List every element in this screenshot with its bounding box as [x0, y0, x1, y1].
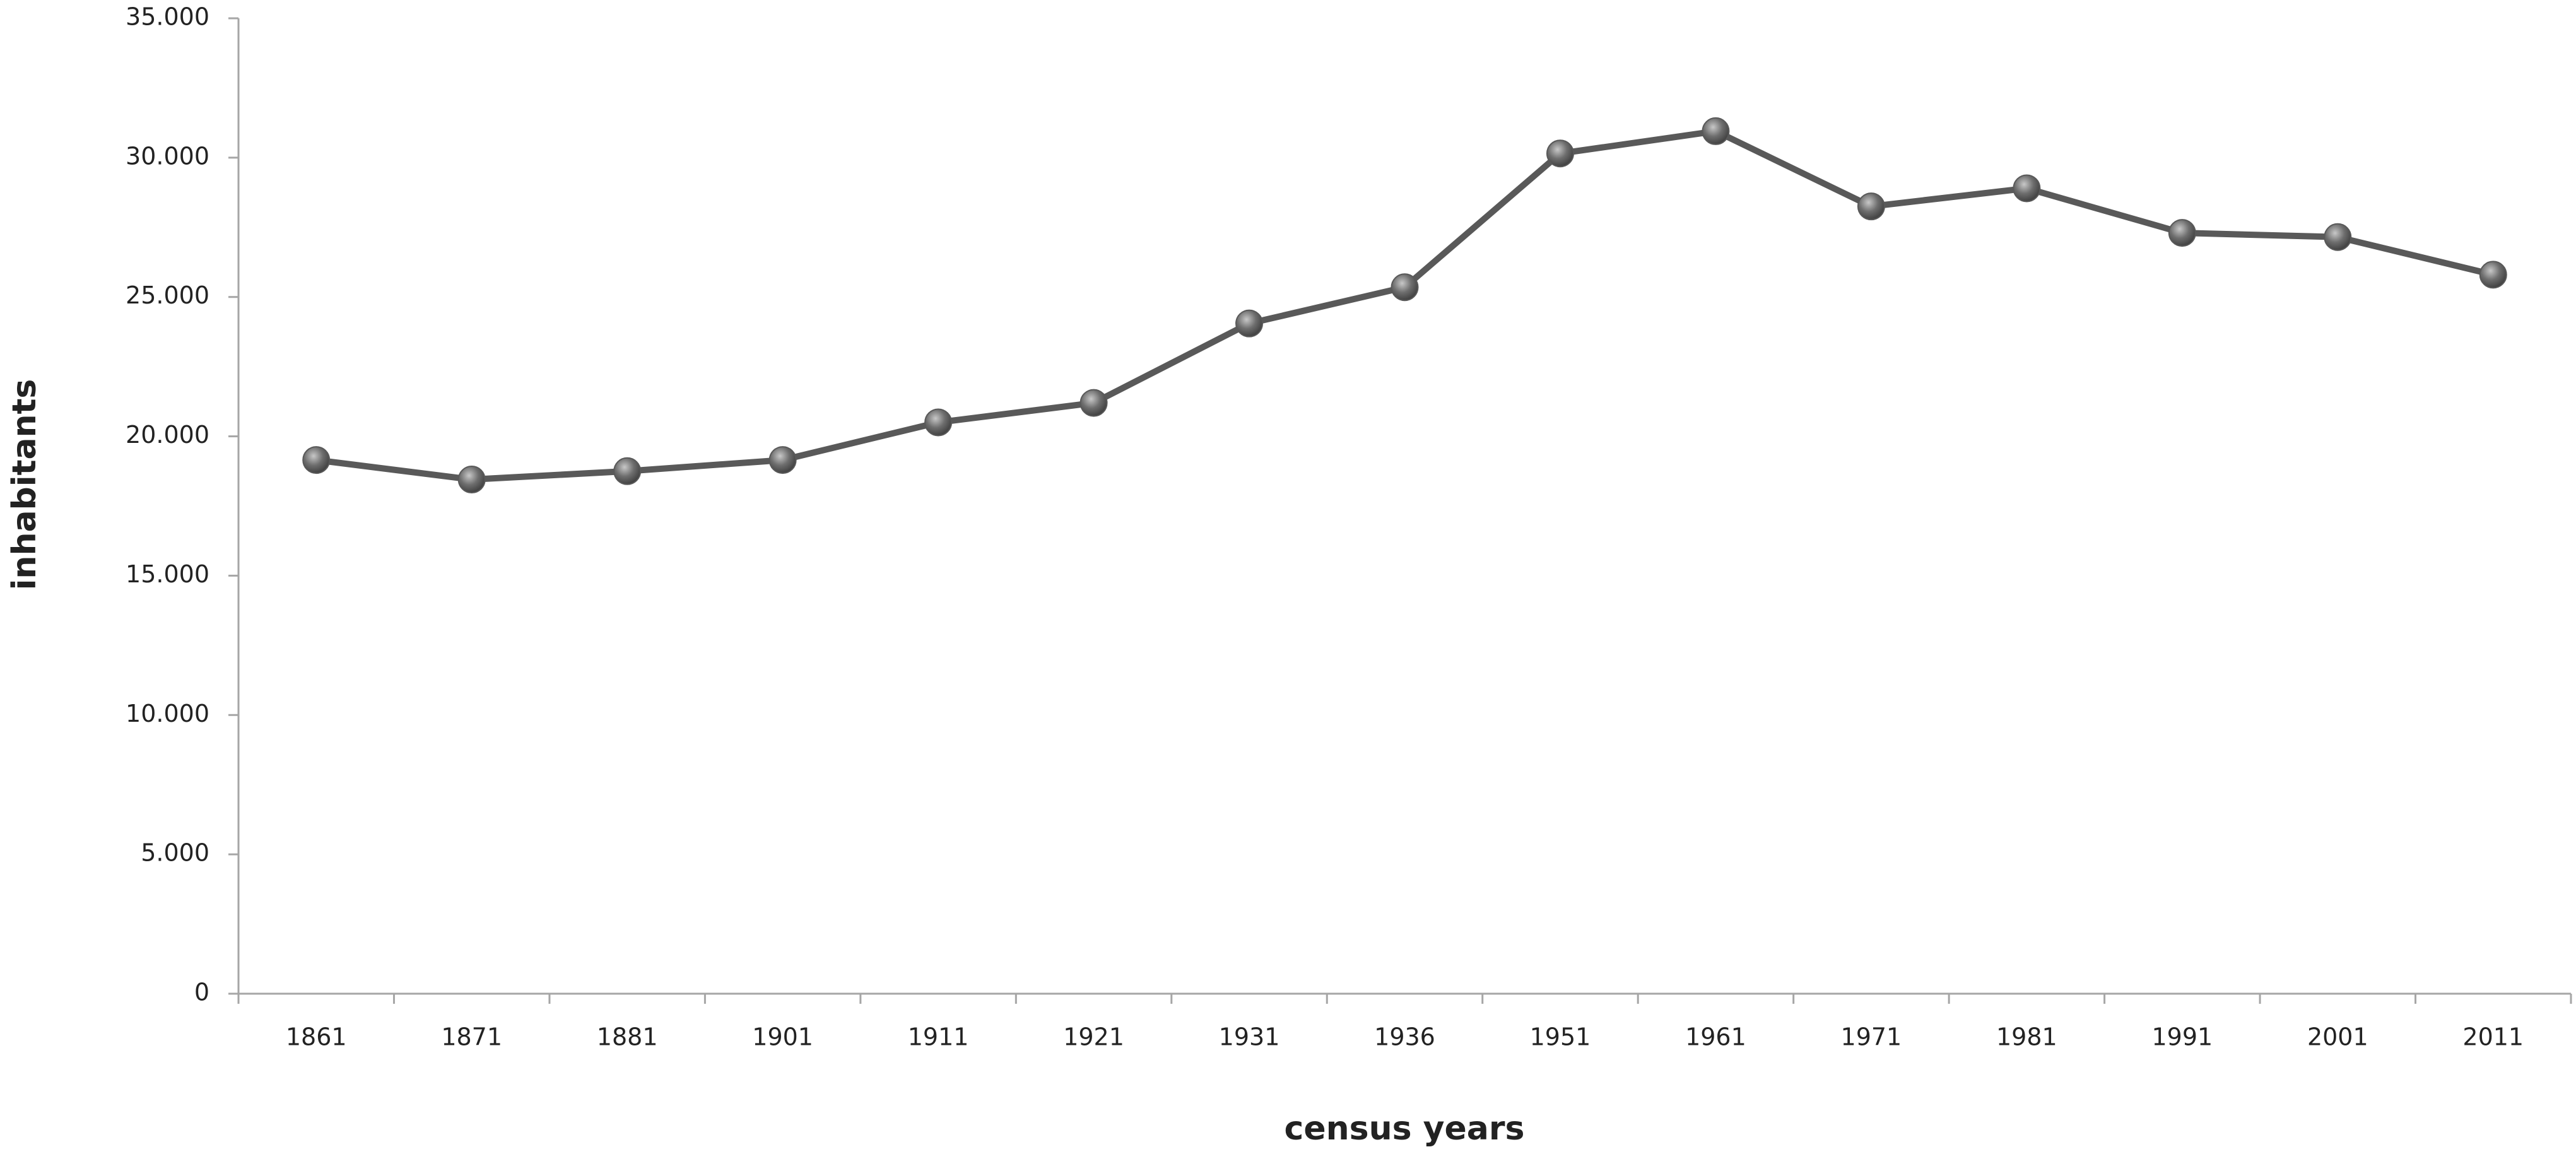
y-tick-label: 25.000	[126, 281, 209, 309]
x-tick-label: 1911	[908, 1023, 969, 1051]
marker	[2479, 261, 2507, 289]
x-tick-label: 1961	[1685, 1023, 1746, 1051]
x-tick-label: 1901	[752, 1023, 813, 1051]
y-tick-label: 0	[194, 979, 209, 1006]
x-tick-label: 1881	[597, 1023, 658, 1051]
line	[315, 127, 2494, 483]
y-axis-title: inhabitants	[6, 379, 44, 591]
x-tick-label: 1861	[286, 1023, 347, 1051]
y-tick-label: 20.000	[126, 421, 209, 449]
y-tick-label: 15.000	[126, 560, 209, 588]
marker	[2013, 174, 2041, 203]
marker	[1079, 389, 1108, 417]
x-axis-title: census years	[1285, 1110, 1525, 1148]
marker	[613, 457, 642, 485]
marker	[768, 446, 797, 474]
y-tick-label: 30.000	[126, 142, 209, 170]
marker	[924, 408, 953, 437]
marker	[457, 466, 486, 494]
marker	[2324, 223, 2352, 251]
x-tick-label: 2001	[2307, 1023, 2368, 1051]
x-tick-label: 1931	[1219, 1023, 1280, 1051]
y-tick-label: 5.000	[141, 839, 209, 867]
x-tick-label: 1991	[2151, 1023, 2213, 1051]
x-tick-label: 1871	[441, 1023, 502, 1051]
y-tick-label: 10.000	[126, 700, 209, 727]
x-tick-label: 1921	[1063, 1023, 1124, 1051]
x-tick-label: 1981	[1996, 1023, 2057, 1051]
marker	[302, 446, 331, 474]
marker	[1857, 192, 1885, 221]
y-tick-label: 35.000	[126, 3, 209, 31]
x-tick-label: 1936	[1374, 1023, 1435, 1051]
marker	[1702, 117, 1730, 145]
marker	[1391, 273, 1419, 302]
marker	[1546, 139, 1574, 168]
x-tick-label: 1971	[1841, 1023, 1902, 1051]
marker	[2168, 219, 2196, 247]
marker	[1235, 309, 1264, 338]
x-tick-label: 1951	[1530, 1023, 1591, 1051]
x-tick-label: 2011	[2462, 1023, 2524, 1051]
